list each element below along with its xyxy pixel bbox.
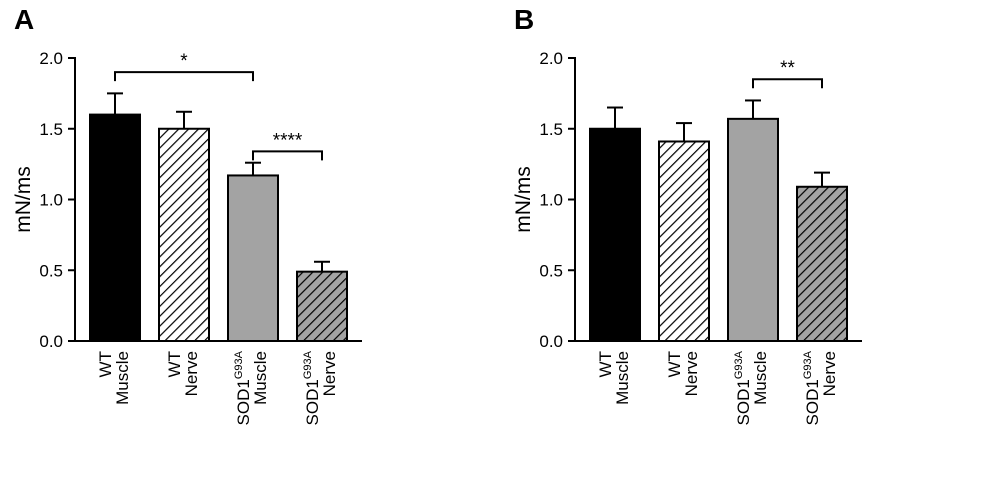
error-bar-wt-nerve <box>676 122 692 142</box>
panel-b: B 0.0 0.5 1.0 1.5 2.0 mN/ms WT Muscle WT Nerve SOD… <box>500 0 1000 478</box>
significance-label: **** <box>273 130 303 151</box>
panel-a: A 0.0 0.5 1.0 1.5 2.0 mN/ms WT Muscle WT Nerve SOD… <box>12 4 362 425</box>
y-tick-label: 0.0 <box>539 332 563 351</box>
bar-wt-muscle <box>589 127 641 342</box>
y-tick-label: 1.5 <box>539 120 563 139</box>
y-tick-label: 1.0 <box>39 191 63 210</box>
y-tick-label: 1.0 <box>539 191 563 210</box>
svg-text:Muscle: Muscle <box>751 351 770 405</box>
significance-bracket: * <box>114 51 254 82</box>
bar-wt-nerve <box>658 140 710 342</box>
svg-text:Nerve: Nerve <box>320 351 339 396</box>
svg-text:WT: WT <box>96 351 115 377</box>
svg-text:WT: WT <box>665 351 684 377</box>
bar-wt-nerve <box>158 127 210 342</box>
svg-text:Muscle: Muscle <box>113 351 132 405</box>
error-bar-wt-nerve <box>176 110 192 129</box>
svg-text:WT: WT <box>596 351 615 377</box>
error-bar-sod1-muscle <box>745 99 761 119</box>
error-bar-sod1-nerve <box>314 260 330 272</box>
significance-bracket: ** <box>752 58 823 89</box>
bar-sod1-nerve <box>296 270 348 343</box>
x-label-sod1-nerve: SOD1G93A Nerve <box>802 350 839 425</box>
svg-text:WT: WT <box>165 351 184 377</box>
significance-bracket: **** <box>252 130 323 161</box>
significance-label: * <box>180 51 188 72</box>
error-bar-wt-muscle <box>607 106 623 129</box>
svg-text:Muscle: Muscle <box>251 351 270 405</box>
y-axis-title: mN/ms <box>12 166 35 233</box>
y-tick-label: 1.5 <box>39 120 63 139</box>
error-bar-sod1-muscle <box>245 161 261 176</box>
y-tick-label: 0.0 <box>39 332 63 351</box>
error-bar-sod1-nerve <box>814 171 830 187</box>
svg-text:SOD1G93A: SOD1G93A <box>802 350 822 425</box>
bar-sod1-muscle <box>227 174 279 342</box>
svg-text:Muscle: Muscle <box>613 351 632 405</box>
svg-text:Nerve: Nerve <box>182 351 201 396</box>
y-tick-label: 0.5 <box>539 261 563 280</box>
x-label-sod1-muscle: SOD1G93A Muscle <box>733 350 770 425</box>
x-label-sod1-nerve: SOD1G93A Nerve <box>302 350 339 425</box>
significance-label: ** <box>780 58 795 79</box>
y-tick-label: 2.0 <box>39 49 63 68</box>
y-tick-label: 2.0 <box>539 49 563 68</box>
panel-label-b: B <box>514 4 535 35</box>
svg-text:SOD1G93A: SOD1G93A <box>733 350 753 425</box>
y-axis-title: mN/ms <box>512 166 535 233</box>
x-label-sod1-muscle: SOD1G93A Muscle <box>233 350 270 425</box>
error-bar-wt-muscle <box>107 92 123 115</box>
y-tick-label: 0.5 <box>39 261 63 280</box>
bar-wt-muscle <box>89 113 141 342</box>
svg-text:SOD1G93A: SOD1G93A <box>233 350 253 425</box>
svg-text:SOD1G93A: SOD1G93A <box>302 350 322 425</box>
svg-text:Nerve: Nerve <box>820 351 839 396</box>
bar-sod1-muscle <box>727 117 779 342</box>
panel-label-a: A <box>14 4 35 35</box>
svg-text:Nerve: Nerve <box>682 351 701 396</box>
bar-sod1-nerve <box>796 185 848 342</box>
